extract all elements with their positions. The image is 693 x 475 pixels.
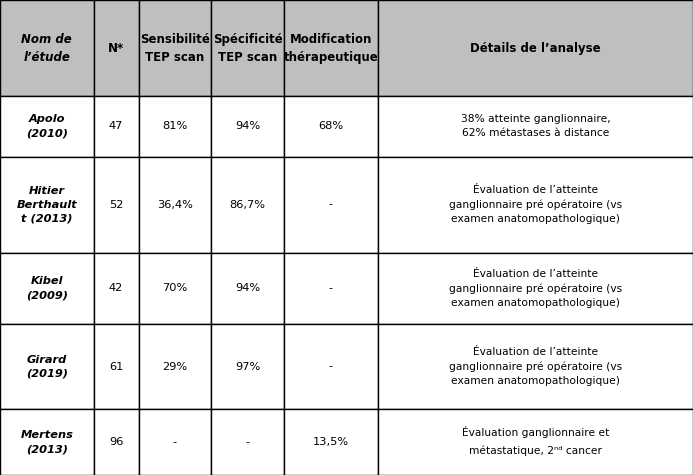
Bar: [0, 0, 94, 96]
Text: 94%: 94%: [235, 283, 261, 293]
Text: Sensibilité
TEP scan: Sensibilité TEP scan: [140, 33, 210, 64]
Text: Kibel
(2009): Kibel (2009): [26, 276, 68, 300]
Bar: [139, 156, 211, 253]
Text: métastatique, 2ⁿᵈ cancer: métastatique, 2ⁿᵈ cancer: [469, 445, 602, 456]
Text: 38% atteinte ganglionnaire,
62% métastases à distance: 38% atteinte ganglionnaire, 62% métastas…: [461, 114, 610, 138]
Bar: [139, 0, 211, 96]
Text: 13,5%: 13,5%: [313, 437, 349, 447]
Bar: [94, 409, 139, 475]
Text: Évaluation de l’atteinte
ganglionnaire pré opératoire (vs
examen anatomopatholog: Évaluation de l’atteinte ganglionnaire p…: [449, 269, 622, 308]
Bar: [284, 409, 378, 475]
Bar: [284, 0, 378, 96]
Text: Évaluation de l’atteinte
ganglionnaire pré opératoire (vs
examen anatomopatholog: Évaluation de l’atteinte ganglionnaire p…: [449, 347, 622, 386]
Bar: [0, 409, 94, 475]
Text: Évaluation ganglionnaire et: Évaluation ganglionnaire et: [462, 426, 609, 438]
Bar: [94, 156, 139, 253]
Bar: [378, 96, 693, 156]
Text: Hitier
Berthault
t (2013): Hitier Berthault t (2013): [17, 186, 77, 224]
Text: 61: 61: [109, 361, 123, 371]
Text: -: -: [329, 283, 333, 293]
Bar: [211, 96, 284, 156]
Bar: [378, 0, 693, 96]
Bar: [284, 96, 378, 156]
Bar: [378, 253, 693, 324]
Text: -: -: [329, 361, 333, 371]
Bar: [94, 324, 139, 409]
Bar: [211, 253, 284, 324]
Bar: [0, 96, 94, 156]
Text: Détails de l’analyse: Détails de l’analyse: [470, 41, 601, 55]
Bar: [94, 96, 139, 156]
Text: Spécificité
TEP scan: Spécificité TEP scan: [213, 33, 283, 64]
Text: 94%: 94%: [235, 121, 261, 131]
Bar: [139, 324, 211, 409]
Text: 70%: 70%: [162, 283, 188, 293]
Text: 96: 96: [109, 437, 123, 447]
Text: Apolo
(2010): Apolo (2010): [26, 114, 68, 138]
Bar: [378, 156, 693, 253]
Text: -: -: [173, 437, 177, 447]
Bar: [139, 253, 211, 324]
Text: Girard
(2019): Girard (2019): [26, 354, 68, 379]
Bar: [211, 324, 284, 409]
Bar: [284, 324, 378, 409]
Text: 42: 42: [109, 283, 123, 293]
Text: Mertens
(2013): Mertens (2013): [20, 430, 73, 454]
Bar: [211, 156, 284, 253]
Bar: [211, 0, 284, 96]
Bar: [0, 156, 94, 253]
Bar: [94, 253, 139, 324]
Bar: [139, 96, 211, 156]
Text: 97%: 97%: [235, 361, 261, 371]
Text: Nom de
l’étude: Nom de l’étude: [21, 33, 72, 64]
Text: 81%: 81%: [162, 121, 188, 131]
Bar: [139, 409, 211, 475]
Bar: [211, 409, 284, 475]
Text: 47: 47: [109, 121, 123, 131]
Bar: [0, 324, 94, 409]
Text: 52: 52: [109, 200, 123, 209]
Text: 29%: 29%: [162, 361, 188, 371]
Text: 68%: 68%: [318, 121, 344, 131]
Text: N*: N*: [108, 41, 124, 55]
Text: -: -: [246, 437, 249, 447]
Text: -: -: [329, 200, 333, 209]
Text: Évaluation de l’atteinte
ganglionnaire pré opératoire (vs
examen anatomopatholog: Évaluation de l’atteinte ganglionnaire p…: [449, 185, 622, 224]
Bar: [94, 0, 139, 96]
Text: 86,7%: 86,7%: [230, 200, 265, 209]
Bar: [378, 409, 693, 475]
Text: 36,4%: 36,4%: [157, 200, 193, 209]
Bar: [284, 253, 378, 324]
Bar: [284, 156, 378, 253]
Bar: [378, 324, 693, 409]
Text: Modification
thérapeutique: Modification thérapeutique: [283, 33, 378, 64]
Bar: [0, 253, 94, 324]
